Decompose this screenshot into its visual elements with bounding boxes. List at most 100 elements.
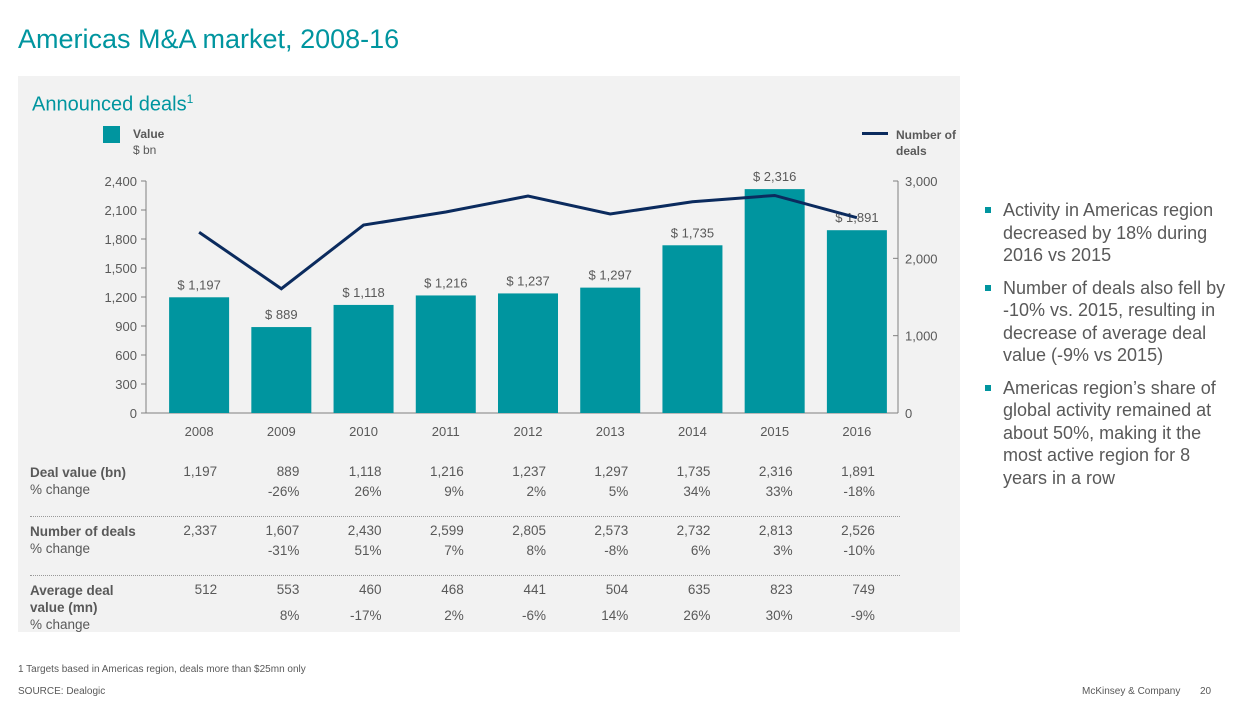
x-tick-label: 2008 bbox=[185, 424, 214, 439]
combo-chart: 0 300 600 900 1,200 1,500 1,800 2,100 2,400 0 1,00… bbox=[104, 169, 938, 439]
bar-2016 bbox=[826, 230, 887, 413]
table-change-cell: -8% bbox=[604, 543, 629, 558]
table-value-cell: 504 bbox=[605, 582, 629, 597]
x-tick-label: 2009 bbox=[267, 424, 296, 439]
bullet-item: Americas region’s share of global activi… bbox=[985, 377, 1235, 490]
table-change-cell: 6% bbox=[690, 543, 711, 558]
bar-2010 bbox=[333, 304, 394, 413]
table-change-cell: -6% bbox=[521, 608, 546, 623]
chart-panel: Announced deals1 Value $ bn Number of de… bbox=[18, 76, 960, 632]
table-change-cell: 5% bbox=[608, 484, 629, 499]
table-value-cell: 635 bbox=[687, 582, 711, 597]
table-value-cell: 2,526 bbox=[841, 523, 875, 538]
x-tick-label: 2013 bbox=[596, 424, 625, 439]
table-change-cell: -9% bbox=[850, 608, 875, 623]
table-value-cell: 1,735 bbox=[676, 464, 711, 479]
bar-data-label: $ 1,197 bbox=[177, 277, 220, 292]
row-label-main: Average deal value (mn) bbox=[30, 583, 114, 615]
y-right-tick-label: 1,000 bbox=[905, 329, 938, 344]
legend-value-unit: $ bn bbox=[133, 143, 157, 157]
y-left-tick-label: 600 bbox=[115, 348, 137, 363]
table-change-cell: 3% bbox=[773, 543, 793, 558]
legend-value-label: Value bbox=[133, 127, 165, 141]
table-value-cell: 1,297 bbox=[594, 464, 629, 479]
bullet-square-icon bbox=[985, 284, 991, 291]
table-value-cell: 1,607 bbox=[265, 523, 300, 538]
x-tick-label: 2014 bbox=[678, 424, 707, 439]
x-tick-label: 2015 bbox=[760, 424, 789, 439]
footnote: 1 Targets based in Americas region, deal… bbox=[18, 664, 306, 675]
brand-name: McKinsey & Company bbox=[1082, 686, 1181, 697]
key-takeaways: Activity in Americas region decreased by… bbox=[985, 199, 1235, 499]
bullet-text: Americas region’s share of global activi… bbox=[1003, 377, 1216, 488]
y-left-tick-label: 1,500 bbox=[104, 261, 137, 276]
bullet-item: Activity in Americas region decreased by… bbox=[985, 199, 1235, 267]
y-right-tick-label: 2,000 bbox=[905, 251, 938, 266]
bullet-text: Number of deals also fell by -10% vs. 20… bbox=[1003, 277, 1226, 366]
footnote-marker: 1 bbox=[186, 92, 194, 106]
table-value-cell: 2,573 bbox=[594, 523, 629, 538]
row-label: Deal value (bn) % change bbox=[30, 464, 180, 498]
bullet-square-icon bbox=[985, 207, 991, 213]
bar-2014 bbox=[662, 245, 723, 413]
y-left-tick-label: 1,200 bbox=[104, 290, 137, 305]
table-value-cell: 2,599 bbox=[429, 523, 464, 538]
source-note: SOURCE: Dealogic bbox=[18, 686, 106, 697]
table-value-cell: 2,316 bbox=[758, 464, 793, 479]
table-value-cell: 823 bbox=[770, 582, 793, 597]
table-change-cell: 8% bbox=[279, 608, 300, 623]
page-number: 20 bbox=[1200, 686, 1212, 697]
table-value-cell: 512 bbox=[194, 582, 218, 597]
table-change-cell: -10% bbox=[843, 543, 875, 558]
row-label: Number of deals % change bbox=[30, 523, 180, 557]
bullet-square-icon bbox=[985, 384, 991, 391]
y-left-tick-label: 1,800 bbox=[104, 232, 137, 247]
table-change-cell: 14% bbox=[601, 608, 629, 623]
y-left-tick-label: 2,400 bbox=[104, 174, 137, 189]
x-tick-label: 2012 bbox=[514, 424, 543, 439]
y-left-tick-label: 300 bbox=[115, 377, 137, 392]
bar-2012 bbox=[498, 293, 558, 413]
table-value-cell: 2,813 bbox=[758, 523, 793, 538]
row-label-sub: % change bbox=[30, 617, 91, 632]
table-value-cell: 460 bbox=[359, 582, 382, 597]
table-value-cell: 889 bbox=[276, 464, 300, 479]
table-change-cell: 26% bbox=[354, 484, 382, 499]
legend-line-swatch-icon bbox=[862, 132, 888, 135]
table-change-cell: 33% bbox=[765, 484, 793, 499]
table-row: Average deal value (mn) % change 512 553 8% 4… bbox=[30, 582, 900, 652]
bullet-item: Number of deals also fell by -10% vs. 20… bbox=[985, 277, 1235, 367]
table-value-cell: 553 bbox=[276, 582, 300, 597]
table-change-cell: -17% bbox=[350, 608, 382, 623]
table-change-cell: 51% bbox=[354, 543, 382, 558]
bar-2013 bbox=[580, 287, 641, 413]
y-left-tick-label: 0 bbox=[130, 406, 137, 421]
table-value-cell: 1,197 bbox=[183, 464, 218, 479]
table-change-cell: -18% bbox=[843, 484, 875, 499]
table-value-cell: 1,118 bbox=[348, 464, 382, 479]
table-row: Deal value (bn) % change 1,197 889 -26% 1,118… bbox=[30, 464, 900, 517]
table-change-cell: 2% bbox=[444, 608, 464, 623]
table-value-cell: 1,891 bbox=[841, 464, 875, 479]
bar-2009 bbox=[251, 327, 312, 413]
table-value-cell: 2,430 bbox=[347, 523, 382, 538]
bar-data-label: $ 1,216 bbox=[424, 275, 467, 290]
bar-data-label: $ 1,237 bbox=[506, 273, 549, 288]
row-label-main: Deal value (bn) bbox=[30, 465, 127, 480]
data-table: Deal value (bn) % change 1,197 889 -26% 1,118… bbox=[30, 464, 900, 652]
page-title: Americas M&A market, 2008-16 bbox=[18, 24, 400, 54]
subtitle-text: Announced deals bbox=[32, 93, 187, 116]
bar-2015 bbox=[744, 189, 805, 413]
table-change-cell: 9% bbox=[444, 484, 464, 499]
bar-2008 bbox=[169, 297, 230, 413]
table-change-cell: 7% bbox=[444, 543, 464, 558]
bar-data-label: $ 1,297 bbox=[589, 268, 632, 283]
legend-deals-label: Number of deals bbox=[896, 128, 956, 158]
bar-data-label: $ 1,118 bbox=[342, 285, 384, 300]
table-value-cell: 1,237 bbox=[512, 464, 546, 479]
table-value-cell: 1,216 bbox=[429, 464, 464, 479]
table-change-cell: -26% bbox=[267, 484, 300, 499]
x-tick-label: 2011 bbox=[432, 424, 460, 439]
table-value-cell: 749 bbox=[852, 582, 875, 597]
table-change-cell: 34% bbox=[683, 484, 711, 499]
